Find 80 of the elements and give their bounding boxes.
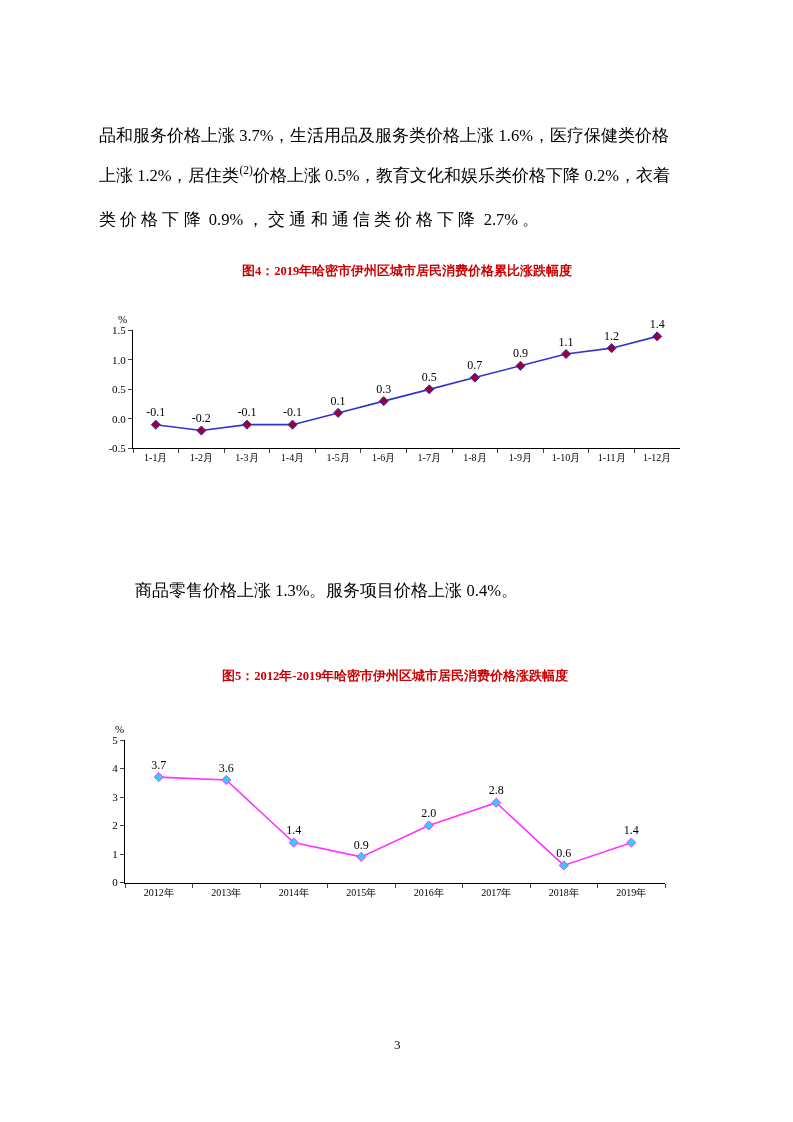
point: [491, 797, 502, 808]
point: [652, 331, 663, 342]
x-tick-label: 1-12月: [643, 452, 672, 464]
y-tick-label: 1.5: [112, 324, 127, 337]
data-label: 1.4: [649, 317, 665, 332]
x-tick-label: 2014年: [278, 886, 309, 898]
data-label: 1.2: [604, 328, 620, 343]
point: [221, 774, 232, 785]
x-tick-label: 1-1月: [144, 452, 168, 464]
point: [241, 419, 253, 430]
x-tick-label: 2017年: [481, 886, 512, 898]
y-axis-title: %: [115, 723, 125, 735]
point: [423, 820, 434, 831]
point: [333, 407, 344, 418]
y-tick-label: 5: [112, 733, 119, 746]
x-tick-label: 1-9月: [508, 452, 533, 464]
data-label: 0.9: [353, 837, 369, 852]
y-tick-label: 3: [112, 790, 119, 803]
point: [469, 372, 480, 383]
x-tick-label: 2012年: [143, 886, 174, 898]
data-label: 0.9: [512, 346, 528, 361]
data-label: -0.1: [146, 405, 166, 420]
point: [515, 360, 526, 371]
x-tick-label: 1-8月: [463, 452, 487, 464]
data-label: -0.1: [283, 405, 303, 420]
data-label: 3.7: [151, 757, 167, 772]
x-tick-label: 1-3月: [235, 452, 259, 464]
text: 商品零售价格上涨 1.3%。服务项目价格上涨 0.4%。: [135, 581, 518, 600]
x-tick-label: 1-7月: [417, 452, 441, 464]
x-tick-label: 2018年: [548, 886, 579, 898]
data-label: 3.6: [218, 760, 234, 775]
x-tick-label: 1-6月: [372, 452, 396, 464]
x-tick-label: 1-10月: [551, 452, 581, 464]
point: [606, 343, 617, 354]
y-tick-label: 0.0: [112, 412, 127, 425]
point: [153, 772, 164, 783]
x-tick-label: 2013年: [211, 886, 242, 898]
point: [626, 837, 637, 848]
y-tick-label: 1: [112, 847, 118, 860]
x-tick-label: 1-11月: [597, 452, 626, 464]
data-label: 1.4: [286, 823, 302, 838]
x-tick-label: 1-5月: [326, 452, 350, 464]
text: 上涨 1.2%，居住类$^{(2)}$价格上涨 0.5%，教育文化和娱乐类价格下降 0.2%，衣着: [99, 164, 670, 185]
y-tick-label: 1.0: [112, 353, 127, 366]
data-label: 0.3: [376, 381, 392, 396]
data-label: 2.0: [421, 806, 437, 821]
point: [196, 425, 207, 436]
text: 3: [394, 1037, 401, 1052]
data-label: 1.1: [558, 334, 574, 349]
x-tick-label: 1-4月: [280, 452, 305, 464]
x-tick-label: 2016年: [413, 886, 444, 898]
point: [378, 396, 389, 407]
y-tick-label: 4: [112, 762, 119, 775]
point: [150, 419, 161, 430]
point: [560, 348, 572, 360]
y-axis-title: %: [118, 313, 128, 325]
data-label: 0.1: [330, 393, 346, 408]
data-label: -0.2: [191, 411, 211, 426]
point: [356, 851, 367, 862]
x-tick-label: 2015年: [346, 886, 377, 898]
chart-title: 图4：2019年哈密市伊州区城市居民消费价格累比涨跌幅度: [242, 263, 573, 278]
point: [287, 419, 298, 430]
y-tick-label: 0: [112, 876, 119, 889]
y-tick-label: 0.5: [112, 383, 127, 396]
point: [288, 837, 299, 848]
data-label: 0.6: [556, 846, 572, 861]
data-label: 0.7: [467, 358, 483, 373]
text: 类 价 格 下 降 0.9% ， 交 通 和 通 信 类 价 格 下 降 2.7% 。: [99, 210, 540, 229]
data-label: -0.1: [237, 405, 257, 420]
chart-title: 图5：2012年-2019年哈密市伊州区城市居民消费价格涨跌幅度: [222, 668, 569, 683]
point: [558, 860, 569, 871]
x-tick-label: 1-2月: [189, 452, 214, 464]
data-label: 0.5: [421, 369, 437, 384]
data-label: 2.8: [488, 783, 504, 798]
point: [424, 384, 435, 395]
y-tick-label: 2: [112, 819, 118, 832]
text: 品和服务价格上涨 3.7%，生活用品及服务类价格上涨 1.6%，医疗保健类价格: [99, 126, 669, 145]
x-tick-label: 2019年: [616, 886, 647, 898]
y-tick-label: -0.5: [108, 442, 127, 455]
data-label: 1.4: [623, 823, 639, 838]
